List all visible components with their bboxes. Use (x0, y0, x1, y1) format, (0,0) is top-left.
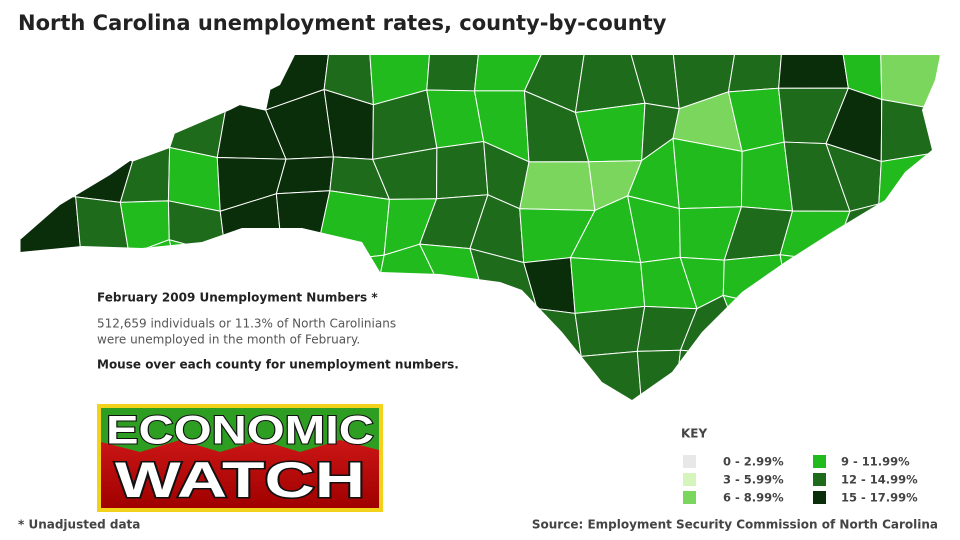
county (474, 338, 543, 400)
county (840, 342, 895, 400)
logo-text: WATCH (115, 452, 365, 508)
logo: ECONOMIC WATCH (97, 404, 383, 512)
county (727, 55, 783, 93)
key-title: KEY (681, 427, 707, 441)
footnote: * Unadjusted data (18, 518, 140, 532)
county (531, 308, 582, 358)
county (519, 161, 596, 211)
county (778, 304, 843, 355)
logo-band (101, 408, 379, 452)
key-swatch (813, 473, 826, 486)
key-label: 9 - 11.99% (841, 455, 910, 469)
county (880, 98, 940, 163)
county (20, 139, 77, 198)
logo-text: ECONOMIC (106, 409, 374, 453)
key-label: 3 - 5.99% (723, 473, 784, 487)
source: Source: Employment Security Commission o… (532, 518, 938, 532)
key-label: 12 - 14.99% (841, 473, 918, 487)
county-map (20, 55, 940, 400)
county (436, 140, 489, 200)
county (830, 241, 884, 306)
county (574, 305, 646, 357)
county (20, 340, 70, 400)
county (523, 257, 576, 314)
county (840, 292, 893, 346)
county (878, 189, 940, 250)
county (778, 55, 849, 89)
county (878, 292, 940, 358)
key: 0 - 2.99% 3 - 5.99% 6 - 8.99% 9 - 11.99% 12 … (683, 455, 918, 505)
county (20, 194, 83, 262)
county (20, 259, 83, 307)
key-swatch (683, 491, 696, 504)
key-swatch (683, 455, 696, 468)
county (474, 302, 538, 361)
county (740, 141, 794, 212)
title: North Carolina unemployment rates, count… (18, 11, 667, 35)
county (722, 294, 791, 357)
county (62, 340, 132, 400)
county (426, 89, 485, 149)
county (722, 254, 791, 312)
county (371, 346, 440, 400)
info-heading: February 2009 Unemployment Numbers * (97, 291, 378, 305)
county (167, 146, 221, 212)
info-line: 512,659 individuals or 11.3% of North Ca… (97, 317, 396, 331)
key-swatch (813, 491, 826, 504)
key-swatch (813, 455, 826, 468)
key-label: 15 - 17.99% (841, 491, 918, 505)
county (574, 102, 646, 163)
key-label: 6 - 8.99% (723, 491, 784, 505)
county (417, 288, 487, 361)
county (119, 200, 170, 256)
county (569, 257, 646, 314)
county (531, 338, 582, 400)
county (878, 241, 940, 310)
county (779, 210, 851, 262)
county (880, 55, 940, 111)
county (275, 156, 335, 195)
key-label: 0 - 2.99% (723, 455, 784, 469)
county (673, 349, 747, 400)
county (416, 346, 486, 400)
county (739, 353, 781, 400)
county (636, 349, 682, 400)
county (426, 55, 480, 92)
county (891, 344, 940, 400)
key-swatch (683, 473, 696, 486)
county (779, 254, 843, 311)
county (20, 292, 64, 350)
instruction: Mouse over each county for unemployment … (97, 358, 459, 372)
info-line: were unemployed in the month of February… (97, 333, 360, 347)
county (572, 350, 642, 400)
county (773, 342, 842, 400)
